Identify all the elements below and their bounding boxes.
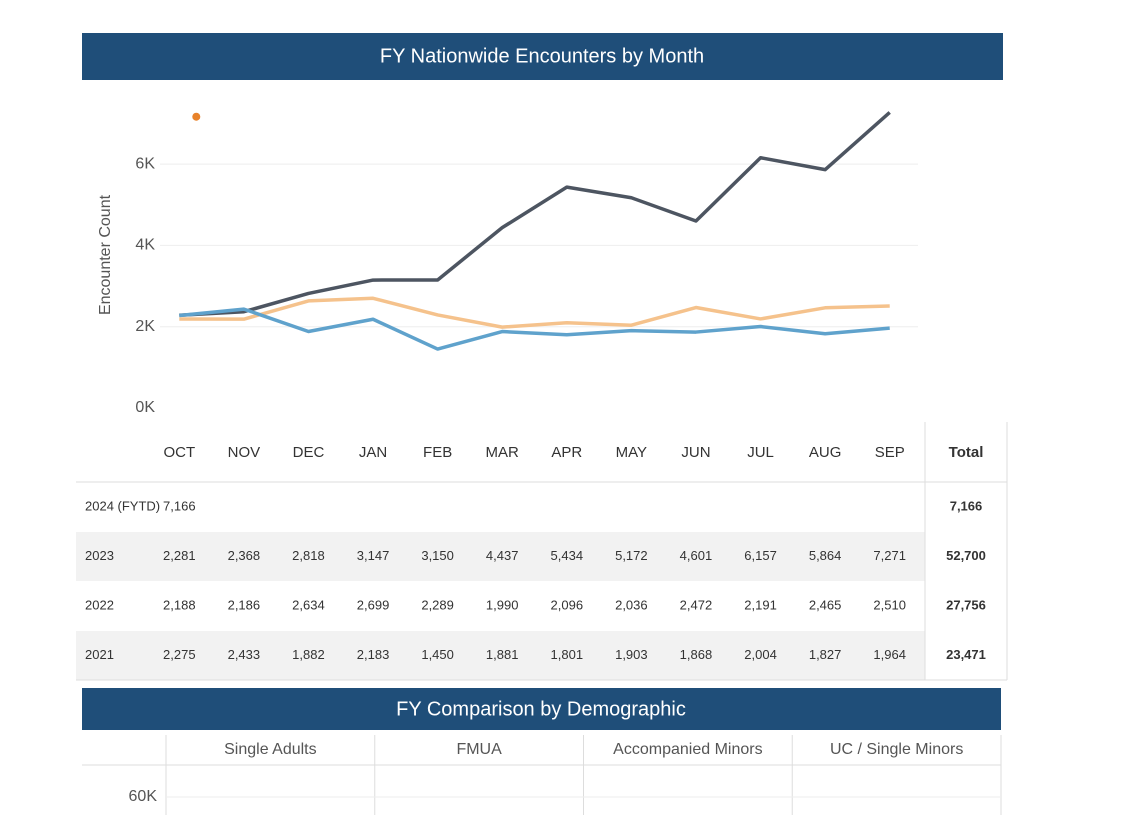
y-tick-label: 60K (129, 788, 158, 805)
table-cell: 7,166 (163, 498, 196, 513)
y-tick-label: 2K (135, 318, 155, 335)
column-header: SEP (875, 444, 905, 461)
series-line (179, 111, 891, 318)
panel-header: Accompanied Minors (613, 741, 762, 758)
table-cell: 2,186 (228, 597, 261, 612)
table-cell: 2,465 (809, 597, 842, 612)
table-cell: 1,903 (615, 647, 648, 662)
y-axis-label: Encounter Count (97, 194, 114, 315)
column-header: FEB (423, 444, 452, 461)
table-cell: 4,437 (486, 548, 519, 563)
series-line (179, 296, 890, 329)
total-cell: 52,700 (946, 548, 986, 563)
row-band (76, 532, 925, 581)
column-header: DEC (293, 444, 325, 461)
table-cell: 2,510 (873, 597, 906, 612)
table-cell: 2,275 (163, 647, 196, 662)
data-point (192, 112, 201, 121)
table-cell: 7,271 (873, 548, 906, 563)
total-cell: 7,166 (950, 498, 983, 513)
panel-header: FMUA (456, 741, 502, 758)
row-label: 2021 (85, 647, 114, 662)
column-header: OCT (163, 444, 195, 461)
table-cell: 2,634 (292, 597, 325, 612)
table-cell: 1,868 (680, 647, 713, 662)
column-header: AUG (809, 444, 842, 461)
panel-header: Single Adults (224, 741, 317, 758)
column-header: APR (551, 444, 582, 461)
total-cell: 23,471 (946, 647, 986, 662)
table-cell: 2,368 (228, 548, 261, 563)
column-header: MAY (616, 444, 647, 461)
column-header: JAN (359, 444, 387, 461)
table-cell: 1,827 (809, 647, 842, 662)
table-cell: 2,472 (680, 597, 713, 612)
table-cell: 1,450 (421, 647, 454, 662)
table-cell: 1,964 (873, 647, 906, 662)
y-tick-label: 0K (135, 399, 155, 416)
series-line (179, 307, 890, 351)
table-cell: 1,801 (551, 647, 584, 662)
table-cell: 1,990 (486, 597, 519, 612)
table-cell: 2,289 (421, 597, 454, 612)
table-cell: 2,191 (744, 597, 777, 612)
panel-header: UC / Single Minors (830, 741, 963, 758)
column-header: JUL (747, 444, 774, 461)
table-cell: 2,699 (357, 597, 390, 612)
column-header: JUN (681, 444, 710, 461)
row-band (76, 631, 925, 680)
column-header: NOV (228, 444, 261, 461)
total-header: Total (949, 444, 984, 461)
table-cell: 2,281 (163, 548, 196, 563)
table-cell: 2,004 (744, 647, 777, 662)
table-cell: 5,172 (615, 548, 648, 563)
title-bar (82, 688, 1001, 730)
table-cell: 4,601 (680, 548, 713, 563)
chart-title: FY Nationwide Encounters by Month (380, 45, 704, 67)
table-cell: 1,882 (292, 647, 325, 662)
total-cell: 27,756 (946, 597, 986, 612)
table-cell: 6,157 (744, 548, 777, 563)
table-cell: 3,150 (421, 548, 454, 563)
table-cell: 2,183 (357, 647, 390, 662)
table-cell: 2,036 (615, 597, 648, 612)
y-tick-label: 6K (135, 155, 155, 172)
chart-title: FY Comparison by Demographic (396, 698, 686, 720)
row-label: 2022 (85, 597, 114, 612)
title-bar (82, 33, 1003, 80)
table-cell: 1,881 (486, 647, 519, 662)
table-cell: 2,188 (163, 597, 196, 612)
table-cell: 2,433 (228, 647, 261, 662)
y-tick-label: 4K (135, 237, 155, 254)
column-header: MAR (486, 444, 520, 461)
row-label: 2024 (FYTD) (85, 498, 160, 513)
table-cell: 5,434 (551, 548, 584, 563)
table-cell: 5,864 (809, 548, 842, 563)
table-cell: 2,096 (551, 597, 584, 612)
row-label: 2023 (85, 548, 114, 563)
table-cell: 3,147 (357, 548, 390, 563)
table-cell: 2,818 (292, 548, 325, 563)
